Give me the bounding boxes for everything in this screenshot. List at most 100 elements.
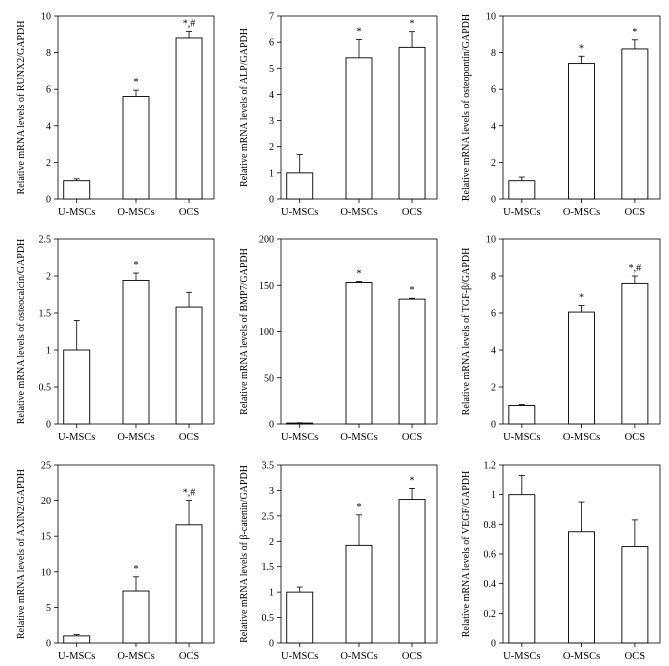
- bar-u-mscs: [286, 422, 314, 425]
- x-category-label: O-MSCs: [117, 651, 154, 662]
- x-category-label: OCS: [179, 651, 200, 662]
- y-tick-label: 2: [269, 537, 274, 548]
- bar-ocs: [398, 298, 426, 425]
- y-tick-label: 2: [269, 142, 274, 153]
- bar-u-mscs: [508, 180, 536, 200]
- x-category-label: O-MSCs: [563, 207, 600, 218]
- bar-ocs: [175, 524, 203, 644]
- y-tick-label: 8: [491, 272, 496, 283]
- x-category-label: OCS: [179, 432, 200, 443]
- bar-u-mscs: [508, 405, 536, 425]
- y-tick-label: 3.5: [262, 461, 275, 472]
- y-tick-label: 150: [259, 281, 274, 292]
- y-axis-label: Relative mRNA levels of ALP/GAPDH: [239, 28, 250, 187]
- bar-o-mscs: [568, 311, 595, 425]
- y-tick-label: 0: [491, 195, 496, 206]
- x-category-label: O-MSCs: [117, 432, 154, 443]
- chart-panel-9: 0 0.2 0.4 0.6 0.8 1 1.2 Relative mRNA levels of…: [461, 461, 661, 662]
- x-category-label: OCS: [179, 207, 200, 218]
- y-tick-label: 0: [46, 195, 51, 206]
- significance-mark: *: [357, 27, 362, 38]
- x-category-label: OCS: [625, 207, 646, 218]
- y-tick-label: 6: [269, 38, 274, 49]
- y-tick-label: 10: [486, 235, 496, 246]
- y-tick-label: 4: [491, 121, 496, 132]
- bar-ocs: [621, 546, 649, 644]
- significance-mark: *,#: [629, 263, 642, 274]
- x-category-label: U-MSCs: [281, 207, 318, 218]
- x-category-label: O-MSCs: [340, 651, 377, 662]
- y-tick-label: 2: [46, 158, 51, 169]
- bar-u-mscs: [63, 180, 91, 200]
- chart-panel-5: 0 50 100 150 200 Relative mRNA levels of BMP7…: [239, 235, 438, 443]
- y-tick-label: 5: [269, 64, 274, 75]
- y-axis-label: Relative mRNA levels of BMP7/GAPDH: [239, 248, 250, 415]
- significance-mark: *: [579, 293, 584, 304]
- significance-mark: *: [134, 77, 139, 88]
- significance-mark: *: [134, 564, 139, 575]
- y-tick-label: 2: [491, 158, 496, 169]
- bar-u-mscs: [286, 172, 314, 200]
- bar-u-mscs: [508, 494, 536, 644]
- y-tick-label: 0: [269, 639, 274, 650]
- significance-mark: *: [410, 285, 415, 296]
- y-tick-label: 0.4: [484, 579, 497, 590]
- y-axis-label: Relative mRNA levels of AXIN2/GAPDH: [16, 469, 27, 639]
- y-tick-label: 4: [269, 90, 274, 101]
- bar-ocs: [398, 46, 426, 200]
- significance-mark: *: [410, 19, 415, 30]
- y-tick-label: 0: [269, 420, 274, 431]
- x-category-label: O-MSCs: [563, 432, 600, 443]
- y-tick-label: 1.2: [484, 461, 497, 472]
- bar-u-mscs: [63, 635, 91, 644]
- y-tick-label: 6: [46, 85, 51, 96]
- significance-mark: *,#: [183, 488, 196, 499]
- y-tick-label: 2.5: [39, 235, 52, 246]
- y-tick-label: 1.5: [262, 562, 275, 573]
- y-tick-label: 6: [491, 85, 496, 96]
- x-category-label: O-MSCs: [340, 207, 377, 218]
- y-axis-label: Relative mRNA levels of osteopontin/GAPD…: [461, 14, 472, 201]
- x-category-label: O-MSCs: [340, 432, 377, 443]
- y-axis-label: Relative mRNA levels of osteocalcin/GAPD…: [16, 239, 27, 425]
- bar-ocs: [398, 499, 426, 644]
- bar-ocs: [175, 306, 203, 425]
- bar-o-mscs: [568, 63, 595, 200]
- y-tick-label: 0.6: [484, 550, 497, 561]
- x-category-label: O-MSCs: [563, 651, 600, 662]
- y-tick-label: 5: [46, 603, 51, 614]
- x-category-label: U-MSCs: [503, 207, 540, 218]
- x-category-label: U-MSCs: [281, 432, 318, 443]
- y-tick-label: 0: [491, 420, 496, 431]
- x-category-label: OCS: [625, 432, 646, 443]
- bar-o-mscs: [345, 282, 373, 425]
- bar-o-mscs: [122, 279, 150, 425]
- y-tick-label: 0: [46, 420, 51, 431]
- bar-o-mscs: [568, 531, 595, 644]
- y-tick-label: 1: [46, 346, 51, 357]
- y-tick-label: 15: [41, 532, 51, 543]
- bar-ocs: [175, 37, 203, 200]
- chart-panel-8: 0 0.5 1 1.5 2 2.5 3 3.5 Relative mRNA levels of …: [239, 461, 438, 662]
- y-tick-label: 10: [41, 12, 51, 23]
- significance-mark: *: [632, 27, 637, 38]
- y-tick-label: 1: [491, 490, 496, 501]
- y-tick-label: 3: [269, 116, 274, 127]
- x-category-label: OCS: [402, 432, 423, 443]
- y-axis-label: Relative mRNA levels of TGF-β/GAPDH: [461, 248, 472, 416]
- y-tick-label: 2: [491, 383, 496, 394]
- x-category-label: U-MSCs: [503, 651, 540, 662]
- y-tick-label: 0: [46, 639, 51, 650]
- y-tick-label: 20: [41, 496, 51, 507]
- x-category-label: OCS: [625, 651, 646, 662]
- y-tick-label: 2.5: [262, 511, 275, 522]
- chart-panel-1: 0 2 4 6 8 10 Relative mRNA levels of RUNX2/GAP…: [16, 12, 215, 218]
- y-tick-label: 2: [46, 272, 51, 283]
- chart-panel-7: 0 5 10 15 20 25 Relative mRNA levels of AXIN2/…: [16, 461, 215, 662]
- y-tick-label: 10: [486, 12, 496, 23]
- y-tick-label: 4: [491, 346, 496, 357]
- y-axis-label: Relative mRNA levels of VEGF/GAPDH: [461, 471, 472, 637]
- chart-panel-4: 0 0.5 1 1.5 2 2.5 Relative mRNA levels of oste…: [16, 235, 215, 443]
- y-tick-label: 0: [491, 639, 496, 650]
